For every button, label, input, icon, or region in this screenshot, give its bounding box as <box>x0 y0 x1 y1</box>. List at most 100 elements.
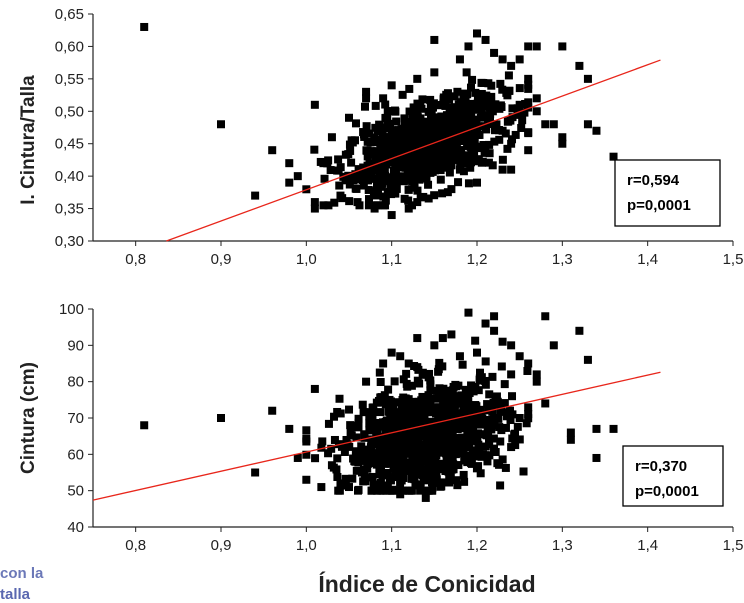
data-point <box>444 160 453 169</box>
data-point <box>341 176 350 185</box>
data-point <box>463 437 472 446</box>
data-point <box>454 443 463 452</box>
data-point <box>418 403 427 412</box>
data-point <box>369 403 378 412</box>
data-point <box>524 103 533 112</box>
data-point <box>524 84 533 93</box>
y-tick-label: 0,60 <box>55 38 84 55</box>
data-point <box>455 352 464 361</box>
data-point <box>345 113 353 122</box>
data-point <box>442 399 451 408</box>
data-point <box>399 172 408 181</box>
data-point <box>398 161 407 170</box>
data-point <box>445 103 454 112</box>
data-point <box>346 428 355 437</box>
data-point <box>508 104 517 113</box>
data-point <box>452 144 461 153</box>
data-point <box>520 108 529 117</box>
data-point <box>496 437 505 446</box>
data-point <box>404 149 413 158</box>
data-point <box>345 483 353 492</box>
data-point <box>360 473 369 482</box>
data-point <box>405 158 414 167</box>
data-point <box>558 139 567 148</box>
data-point <box>407 381 416 390</box>
data-point <box>609 424 618 433</box>
data-point <box>513 422 522 431</box>
data-point <box>476 420 485 429</box>
data-point <box>439 386 448 395</box>
data-point <box>478 414 487 423</box>
data-point <box>345 180 354 189</box>
data-point <box>609 152 618 161</box>
data-point <box>392 408 401 417</box>
data-point <box>424 124 433 133</box>
correlation-label: r=0,594 <box>627 172 680 189</box>
data-point <box>388 130 397 139</box>
data-point <box>460 115 469 124</box>
data-point <box>464 443 473 452</box>
data-point <box>310 384 319 393</box>
data-point <box>419 414 428 423</box>
data-point <box>462 159 471 168</box>
data-point <box>411 481 420 490</box>
data-point <box>293 172 302 181</box>
x-tick-label: 1,2 <box>467 537 488 554</box>
data-point <box>352 184 361 193</box>
data-point <box>422 131 431 140</box>
data-point <box>485 140 494 149</box>
y-tick-label: 0,45 <box>55 136 84 153</box>
x-tick-label: 1,5 <box>723 251 744 268</box>
data-point <box>479 102 488 111</box>
data-point <box>371 123 380 132</box>
data-point <box>468 419 477 428</box>
data-point <box>411 436 420 445</box>
data-point <box>486 120 495 129</box>
data-point <box>583 355 592 364</box>
data-point <box>140 421 149 430</box>
data-point <box>378 398 387 407</box>
data-point <box>324 419 333 428</box>
waist-circumference-chart: 0,8 0,9 1,0 1,1 1,2 1,3 1,4 1,5 40 50 60 70 80 90 100 r… <box>59 301 743 554</box>
y-tick-label: 80 <box>67 374 84 391</box>
data-point <box>507 341 516 350</box>
data-point <box>376 378 385 387</box>
data-point <box>515 414 524 422</box>
data-point <box>371 155 380 164</box>
data-point <box>524 146 533 155</box>
data-point <box>348 474 357 483</box>
data-point <box>515 435 524 444</box>
data-point <box>324 201 333 210</box>
y-tick-label: 90 <box>67 337 84 354</box>
data-point <box>388 173 397 182</box>
data-point <box>490 137 499 146</box>
data-point <box>439 435 448 444</box>
data-point <box>384 385 393 394</box>
data-point <box>541 399 550 408</box>
data-point <box>319 159 328 168</box>
data-point <box>402 379 411 388</box>
data-point <box>476 368 485 377</box>
data-point <box>450 405 459 414</box>
data-point <box>429 431 438 440</box>
data-point <box>481 357 490 366</box>
data-point <box>583 120 592 129</box>
data-point <box>473 348 481 357</box>
data-point <box>464 395 473 404</box>
data-point <box>418 95 427 104</box>
data-point <box>392 151 401 160</box>
data-point <box>449 114 458 123</box>
data-point <box>448 436 457 445</box>
data-point <box>465 106 474 115</box>
data-point <box>399 406 408 415</box>
data-point <box>515 100 524 109</box>
data-point <box>360 453 369 462</box>
data-point <box>384 157 393 166</box>
data-point <box>408 115 417 124</box>
data-point <box>372 181 381 190</box>
caption-fragment-line2: talla <box>0 586 31 603</box>
data-point <box>351 457 360 466</box>
data-point <box>452 129 461 138</box>
data-point <box>438 393 447 402</box>
data-point <box>566 435 575 444</box>
